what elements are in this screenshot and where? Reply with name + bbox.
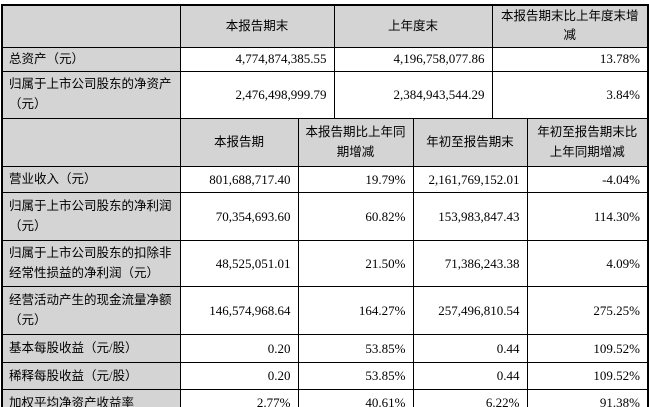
corner-cell <box>3 6 181 48</box>
header-prior-year-end: 上年度末 <box>333 6 493 48</box>
header-ytd: 年初至报告期末 <box>412 118 528 168</box>
header-current-period: 本报告期 <box>179 118 299 168</box>
cell-ytd-yoy-change: 4.09% <box>526 240 647 288</box>
cell-yoy-change: 164.27% <box>297 286 414 336</box>
cell-prior-year-end: 2,384,943,544.29 <box>333 70 493 119</box>
row-label: 加权平均净资产收益率 <box>3 389 181 407</box>
period-header-row: 本报告期 本报告期比上年同期增减 年初至报告期末 年初至报告期末比上年同期增减 <box>3 118 647 168</box>
cell-yoy-change: 53.85% <box>297 362 414 391</box>
cell-current-period: 70,354,693.60 <box>179 192 299 242</box>
cell-ytd-yoy-change: 275.25% <box>526 286 647 336</box>
cell-report-period-end: 2,476,498,999.79 <box>179 70 335 119</box>
cell-ytd-yoy-change: 91.38% <box>526 389 647 407</box>
cell-yoy-change: 53.85% <box>297 334 414 364</box>
cell-ytd-yoy-change: -4.04% <box>526 166 647 194</box>
table-row-net-profit-excl-nonrecurring: 归属于上市公司股东的扣除非经常性损益的净利润（元） 48,525,051.01 … <box>3 240 647 288</box>
cell-yoy-change: 40.61% <box>297 389 414 407</box>
row-label: 归属于上市公司股东的净利润（元） <box>3 192 181 242</box>
cell-ytd: 71,386,243.38 <box>412 240 528 288</box>
cell-ytd-yoy-change: 109.52% <box>526 362 647 391</box>
header-change-vs-prior-year-end: 本报告期末比上年度末增减 <box>491 6 647 48</box>
cell-ytd: 0.44 <box>412 334 528 364</box>
corner-cell <box>3 118 181 168</box>
cell-ytd: 153,983,847.43 <box>412 192 528 242</box>
cell-current-period: 48,525,051.01 <box>179 240 299 288</box>
table-row-diluted-eps: 稀释每股收益（元/股） 0.20 53.85% 0.44 109.52% <box>3 362 647 391</box>
table-row-operating-cash-flow: 经营活动产生的现金流量净额（元） 146,574,968.64 164.27% … <box>3 286 647 336</box>
cell-ytd: 2,161,769,152.01 <box>412 166 528 194</box>
header-ytd-yoy-change: 年初至报告期末比上年同期增减 <box>526 118 647 168</box>
header-yoy-change: 本报告期比上年同期增减 <box>297 118 414 168</box>
key-accounting-data-table: 本报告期末 上年度末 本报告期末比上年度末增减 总资产（元） 4,774,874… <box>1 4 649 407</box>
table-row-total-assets: 总资产（元） 4,774,874,385.55 4,196,758,077.86… <box>3 46 647 72</box>
row-label: 归属于上市公司股东的净资产（元） <box>3 70 181 119</box>
cell-ytd: 257,496,810.54 <box>412 286 528 336</box>
cell-change-pct: 3.84% <box>491 70 647 119</box>
cell-yoy-change: 21.50% <box>297 240 414 288</box>
row-label: 总资产（元） <box>3 46 181 72</box>
row-label: 归属于上市公司股东的扣除非经常性损益的净利润（元） <box>3 240 181 288</box>
row-label: 稀释每股收益（元/股） <box>3 362 181 391</box>
cell-ytd-yoy-change: 114.30% <box>526 192 647 242</box>
period-end-section: 本报告期末 上年度末 本报告期末比上年度末增减 总资产（元） 4,774,874… <box>3 6 647 119</box>
period-end-header-row: 本报告期末 上年度末 本报告期末比上年度末增减 <box>3 6 647 48</box>
table-row-basic-eps: 基本每股收益（元/股） 0.20 53.85% 0.44 109.52% <box>3 334 647 364</box>
period-section: 本报告期 本报告期比上年同期增减 年初至报告期末 年初至报告期末比上年同期增减 … <box>3 118 647 407</box>
cell-current-period: 146,574,968.64 <box>179 286 299 336</box>
cell-ytd: 6.22% <box>412 389 528 407</box>
row-label: 基本每股收益（元/股） <box>3 334 181 364</box>
header-report-period-end: 本报告期末 <box>179 6 335 48</box>
row-label: 营业收入（元） <box>3 166 181 194</box>
cell-current-period: 2.77% <box>179 389 299 407</box>
row-label: 经营活动产生的现金流量净额（元） <box>3 286 181 336</box>
table-row-operating-revenue: 营业收入（元） 801,688,717.40 19.79% 2,161,769,… <box>3 166 647 194</box>
cell-ytd-yoy-change: 109.52% <box>526 334 647 364</box>
cell-ytd: 0.44 <box>412 362 528 391</box>
table-row-net-assets: 归属于上市公司股东的净资产（元） 2,476,498,999.79 2,384,… <box>3 70 647 119</box>
table-row-weighted-avg-roe: 加权平均净资产收益率 2.77% 40.61% 6.22% 91.38% <box>3 389 647 407</box>
cell-current-period: 0.20 <box>179 362 299 391</box>
cell-current-period: 801,688,717.40 <box>179 166 299 194</box>
cell-yoy-change: 19.79% <box>297 166 414 194</box>
cell-report-period-end: 4,774,874,385.55 <box>179 46 335 72</box>
cell-current-period: 0.20 <box>179 334 299 364</box>
table-row-net-profit: 归属于上市公司股东的净利润（元） 70,354,693.60 60.82% 15… <box>3 192 647 242</box>
cell-change-pct: 13.78% <box>491 46 647 72</box>
cell-yoy-change: 60.82% <box>297 192 414 242</box>
cell-prior-year-end: 4,196,758,077.86 <box>333 46 493 72</box>
